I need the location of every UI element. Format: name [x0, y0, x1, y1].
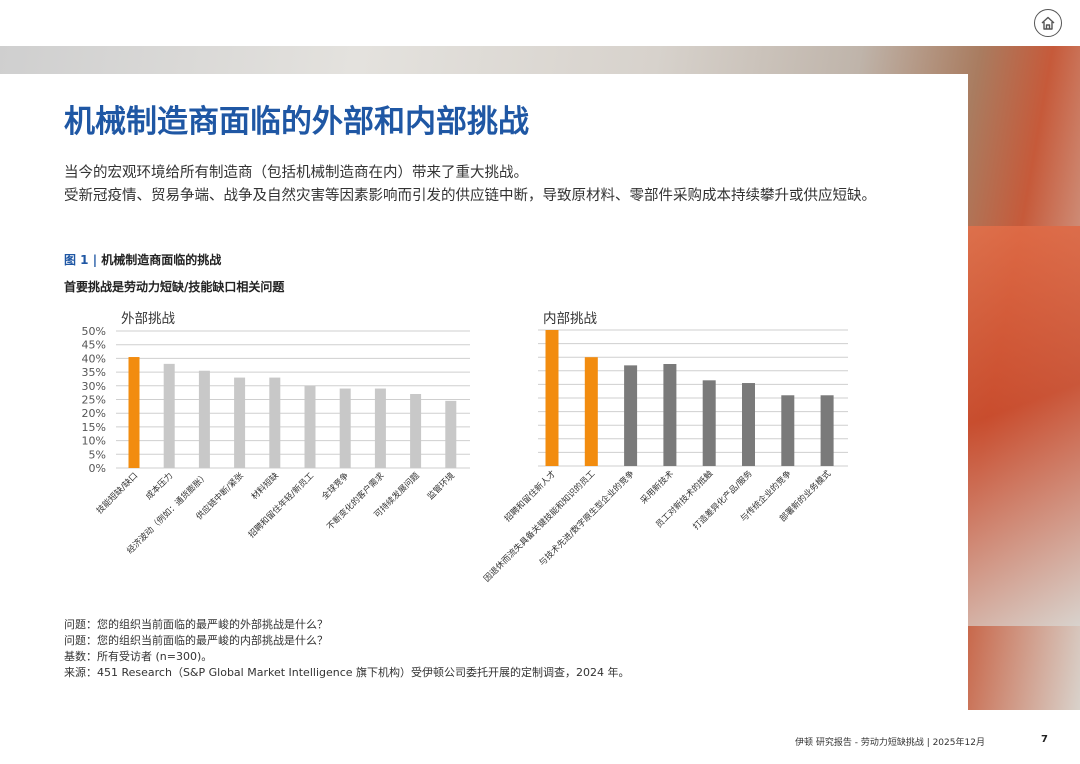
y-tick-label: 10%	[82, 435, 106, 448]
footer-text: 伊顿 研究报告 - 劳动力短缺挑战 | 2025年12月	[795, 738, 985, 748]
category-label: 采用新技术	[638, 468, 676, 506]
bar	[234, 377, 246, 468]
content-panel	[0, 74, 968, 710]
intro-line: 受新冠疫情、贸易争端、战争及自然灾害等因素影响而引发的供应链中断，导致原材料、零…	[64, 188, 876, 204]
y-tick-label: 5%	[89, 448, 106, 461]
figure-notes: 问题：您的组织当前面临的最严峻的外部挑战是什么？ 问题：您的组织当前面临的最严峻…	[64, 617, 630, 681]
y-tick-label: 45%	[82, 339, 106, 352]
bar	[820, 395, 834, 466]
y-tick-label: 30%	[82, 380, 106, 393]
category-label: 监管环境	[425, 470, 457, 502]
category-label: 招聘和留住年轻/新员工	[246, 470, 316, 540]
bar	[624, 365, 638, 466]
bar	[198, 370, 210, 468]
bar	[545, 330, 559, 466]
bar	[702, 380, 716, 466]
bar	[374, 388, 386, 468]
bar	[584, 357, 598, 466]
challenges-chart: 0%5%10%15%20%25%30%35%40%45%50% 外部挑战技能短缺/…	[82, 311, 848, 584]
bar	[445, 400, 457, 468]
category-label: 技能短缺/缺口	[94, 470, 140, 516]
bar	[163, 363, 175, 468]
figure-subtitle: 首要挑战是劳动力短缺/技能缺口相关问题	[64, 280, 285, 294]
y-tick-label: 25%	[82, 394, 106, 407]
note-line: 问题：您的组织当前面临的最严峻的外部挑战是什么？	[64, 618, 328, 631]
category-label: 成本压力	[143, 470, 175, 502]
home-icon	[1041, 16, 1055, 30]
y-tick-label: 0%	[89, 462, 106, 475]
bar	[781, 395, 795, 466]
intro-line: 当今的宏观环境给所有制造商（包括机械制造商在内）带来了重大挑战。	[64, 165, 528, 181]
bar	[742, 383, 755, 466]
top-bar	[0, 0, 1080, 46]
y-tick-label: 15%	[82, 421, 106, 434]
figure-number: 图 1 |	[64, 253, 98, 267]
bar	[339, 388, 351, 468]
note-line: 问题：您的组织当前面临的最严峻的内部挑战是什么？	[64, 634, 328, 647]
y-tick-label: 50%	[82, 325, 106, 338]
chart-title: 内部挑战	[543, 311, 597, 327]
bar	[663, 364, 677, 466]
category-label: 不断变化的客户需求	[325, 470, 387, 532]
category-label: 材料短缺	[249, 470, 281, 502]
y-tick-label: 20%	[82, 407, 106, 420]
intro-text: 当今的宏观环境给所有制造商（包括机械制造商在内）带来了重大挑战。 受新冠疫情、贸…	[64, 162, 876, 208]
note-line: 基数：所有受访者 (n=300)。	[64, 650, 213, 663]
figure-caption: 机械制造商面临的挑战	[97, 253, 222, 267]
page-title: 机械制造商面临的外部和内部挑战	[64, 104, 529, 140]
y-tick-label: 35%	[82, 366, 106, 379]
note-line: 来源：451 Research（S&P Global Market Intell…	[64, 666, 630, 679]
home-button[interactable]	[1034, 9, 1062, 37]
page-number: 7	[1041, 734, 1048, 745]
figure-label: 图 1 | 机械制造商面临的挑战	[64, 251, 221, 268]
bar	[410, 394, 422, 468]
bar	[304, 385, 316, 468]
chart-title: 外部挑战	[121, 311, 175, 327]
bar	[128, 357, 140, 468]
category-label: 全球竞争	[319, 470, 351, 502]
bar	[269, 377, 281, 468]
y-tick-label: 40%	[82, 352, 106, 365]
photo-worker-detail	[968, 226, 1080, 626]
